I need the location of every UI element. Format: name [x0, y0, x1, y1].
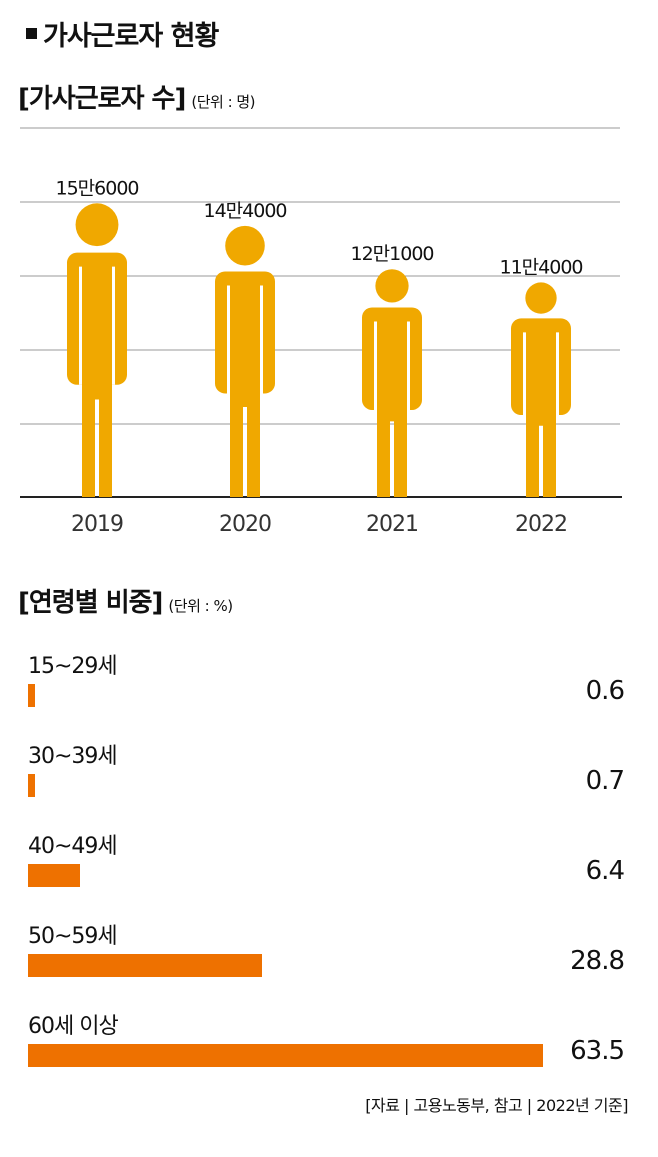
x-tick-label-2021: 2021 — [366, 512, 418, 537]
age-value-label-0: 0.6 — [585, 676, 625, 706]
infographic-title: 가사근로자 현황 — [26, 14, 219, 53]
person-left-leg — [377, 419, 390, 497]
person-torso — [230, 279, 260, 407]
age-share-unit: (단위 : %) — [168, 597, 233, 615]
age-category-label-0: 15~29세 — [28, 654, 118, 679]
person-torso — [82, 260, 112, 400]
person-figure-2021 — [362, 269, 422, 497]
age-share-heading: [연령별 비중] — [18, 588, 163, 618]
chart-figures — [67, 203, 571, 497]
person-right-leg — [394, 419, 407, 497]
source-note: [자료 | 고용노동부, 참고 | 2022년 기준] — [365, 1096, 628, 1115]
age-bar-3 — [28, 954, 262, 977]
person-figure-2022 — [511, 282, 571, 497]
person-head — [225, 225, 265, 266]
person-figure-2020 — [215, 225, 275, 497]
person-head — [375, 269, 409, 303]
person-figure-2019 — [67, 203, 127, 497]
age-bar-2 — [28, 864, 80, 887]
age-category-label-3: 50~59세 — [28, 924, 118, 949]
age-bar-0 — [28, 684, 35, 707]
age-share-title: [연령별 비중] (단위 : %) — [18, 582, 233, 619]
age-value-label-2: 6.4 — [585, 856, 625, 886]
person-left-leg — [230, 404, 243, 497]
chart-labels: 15만6000 2019 14만4000 2020 12만1000 2021 11만4000… — [55, 177, 583, 537]
person-left-leg — [82, 397, 95, 497]
infographic-title-text: 가사근로자 현황 — [43, 21, 219, 52]
person-torso — [377, 315, 407, 422]
person-right-leg — [247, 404, 260, 497]
person-torso — [526, 326, 556, 426]
data-label-2022: 11만4000 — [499, 256, 582, 278]
age-value-label-1: 0.7 — [585, 766, 625, 796]
age-value-label-3: 28.8 — [570, 946, 625, 976]
x-tick-label-2019: 2019 — [71, 512, 123, 537]
x-tick-label-2020: 2020 — [219, 512, 271, 537]
age-category-label-1: 30~39세 — [28, 744, 118, 769]
person-head — [75, 203, 119, 247]
age-category-label-2: 40~49세 — [28, 834, 118, 859]
age-bar-1 — [28, 774, 35, 797]
x-tick-label-2022: 2022 — [515, 512, 567, 537]
person-right-leg — [99, 397, 112, 497]
workers-count-unit: (단위 : 명) — [191, 93, 256, 111]
workers-count-heading: [가사근로자 수] — [18, 84, 186, 114]
data-label-2020: 14만4000 — [203, 200, 286, 222]
person-head — [525, 282, 557, 314]
workers-count-title: [가사근로자 수] (단위 : 명) — [18, 78, 256, 115]
age-value-label-4: 63.5 — [570, 1036, 625, 1066]
workers-pictogram-chart: 15만6000 2019 14만4000 2020 12만1000 2021 11만4000… — [20, 127, 622, 537]
person-left-leg — [526, 423, 539, 497]
square-bullet-icon — [26, 28, 37, 39]
age-category-label-4: 60세 이상 — [28, 1014, 119, 1039]
person-right-leg — [543, 423, 556, 497]
age-bar-4 — [28, 1044, 543, 1067]
data-label-2019: 15만6000 — [55, 177, 138, 199]
data-label-2021: 12만1000 — [350, 243, 433, 265]
